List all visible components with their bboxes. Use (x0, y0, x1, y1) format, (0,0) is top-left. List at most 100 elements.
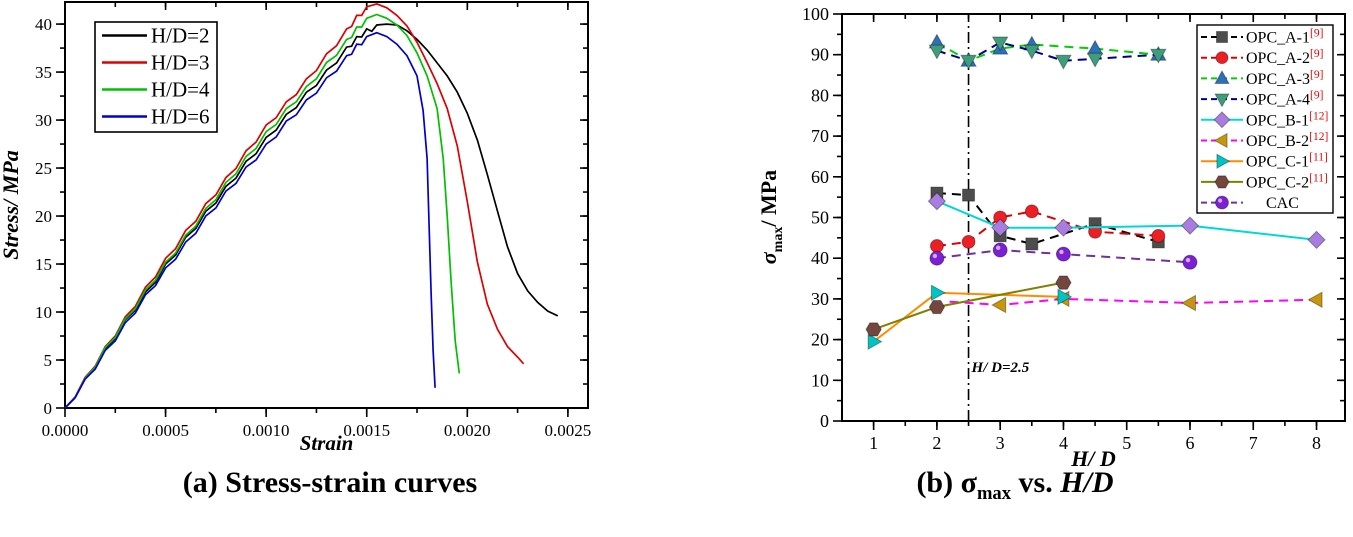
curve-h-d-6 (64, 31, 436, 409)
caption-b-subscript: max (976, 483, 1012, 504)
legend-ref-opc-c-1: [11] (1309, 152, 1328, 164)
diamond-marker (1213, 111, 1231, 129)
sphere-highlight (1059, 249, 1064, 255)
legend-ref-opc-a-2: [9] (1310, 48, 1323, 60)
diamond-marker (1307, 230, 1326, 250)
y-tick-label: 40 (811, 248, 829, 268)
triangle-down-marker (1214, 93, 1230, 108)
y-axis-label: Stress/ MPa (0, 150, 23, 259)
sphere-highlight (932, 253, 938, 259)
curves (64, 3, 559, 409)
y-tick-label: 30 (811, 289, 829, 309)
curve-h-d-2 (64, 23, 559, 409)
x-tick-label: 0.0020 (444, 421, 491, 440)
x-tick-label: 5 (1122, 433, 1131, 453)
triangle-up-marker (1086, 39, 1104, 55)
series-opc-b-1 (927, 192, 1326, 250)
triangle-right-marker (930, 284, 946, 302)
circle-marker (1088, 224, 1103, 239)
y-tick-label: 5 (44, 351, 53, 370)
legend-label-opc-a-1: OPC_A-1[9] (1246, 28, 1323, 47)
y-tick-label: 10 (35, 303, 52, 322)
diamond-marker (1180, 216, 1200, 235)
caption-b-hd: H/D (1060, 466, 1114, 499)
sphere-marker (1055, 246, 1071, 262)
sphere-marker (1215, 195, 1229, 210)
legend-label-h-d-2: H/D=2 (151, 24, 210, 48)
legend-label-opc-b-1: OPC_B-1[12] (1246, 110, 1328, 129)
sphere-highlight (1218, 198, 1223, 203)
sphere-marker (1182, 254, 1198, 270)
caption-a-text: (a) Stress-strain curves (182, 466, 478, 499)
series-line-opc-b-2 (949, 297, 1317, 307)
square-marker (1215, 30, 1229, 44)
legend: OPC_A-1[9]OPC_A-2[9] OPC_A-3[9] OPC_A-4[9]… (1196, 24, 1334, 214)
triangle-down-marker (928, 44, 946, 60)
series-opc-c-2 (865, 275, 1072, 337)
y-tick-label: 10 (811, 370, 829, 390)
triangle-left-marker (1307, 291, 1323, 309)
y-tick-label: 35 (35, 63, 52, 82)
y-tick-label: 60 (811, 167, 829, 187)
x-tick-label: 7 (1249, 433, 1258, 453)
y-tick-label: 40 (35, 15, 52, 34)
triangle-up-marker (1214, 70, 1230, 84)
x-tick-label: 8 (1312, 433, 1321, 453)
y-tick-label: 50 (811, 208, 829, 228)
series-group (865, 33, 1326, 350)
diamond-marker (990, 218, 1010, 237)
y-tick-label: 100 (802, 4, 829, 24)
x-tick-label: 0.0010 (243, 421, 290, 440)
curve-h-d-3 (64, 3, 525, 409)
y-tick-label: 70 (811, 126, 829, 146)
x-tick-label: 0.0000 (42, 421, 89, 440)
triangle-down-marker (960, 54, 977, 70)
x-tick-label: 1 (869, 433, 878, 453)
y-tick-label: 0 (44, 399, 53, 418)
vline-annotation: H/ D=2.5 (971, 360, 1030, 376)
legend-label-opc-c-2: OPC_C-2[11] (1246, 172, 1328, 191)
x-tick-label: 4 (1059, 433, 1068, 453)
y-axis-ticks (56, 23, 588, 409)
legend-ref-opc-c-2: [11] (1309, 172, 1328, 184)
caption-b-sigma: σ (960, 466, 977, 499)
y-tick-label: 20 (811, 330, 829, 350)
y-tick-label: 25 (35, 159, 52, 178)
x-tick-label: 6 (1185, 433, 1194, 453)
tick-labels: 0.0000 0.0005 0.0010 0.0015 0.0020 0.0025 0 5 10… (35, 15, 591, 440)
legend-ref-opc-a-3: [9] (1310, 69, 1323, 81)
triangle-down-marker (1023, 44, 1041, 60)
sphere-highlight (1185, 257, 1191, 263)
y-tick-label: 0 (820, 411, 829, 431)
legend-label-h-d-3: H/D=3 (151, 51, 210, 75)
diamond-marker (927, 192, 947, 211)
triangle-down-marker (1150, 48, 1167, 64)
y-tick-label: 30 (35, 111, 52, 130)
y-tick-label: 80 (811, 85, 829, 105)
diamond-marker (1054, 218, 1073, 237)
legend-ref-opc-a-4: [9] (1310, 90, 1323, 102)
circle-marker (961, 234, 976, 249)
hexagon-marker (928, 299, 946, 315)
series-line-opc-a-2 (936, 210, 1159, 247)
sphere-marker (929, 250, 945, 266)
series-cac (929, 242, 1198, 270)
triangle-down-marker (1086, 52, 1104, 68)
stress-strain-chart: 0.0000 0.0005 0.0010 0.0015 0.0020 0.0025 0 5 10… (0, 1, 591, 455)
x-tick-label: 0.0005 (142, 421, 189, 440)
x-tick-label: 2 (932, 433, 941, 453)
plot-frame (64, 1, 589, 409)
square-marker (1025, 237, 1039, 251)
caption-b: (b) σmax vs. H/D (755, 466, 1275, 505)
x-axis-label: H/ D (1070, 446, 1116, 471)
square-marker (962, 188, 976, 202)
triangle-right-marker (1216, 153, 1231, 169)
legend-label-opc-a-3: OPC_A-3[9] (1246, 69, 1323, 88)
triangle-right-marker (867, 333, 883, 350)
x-tick-label: 3 (996, 433, 1005, 453)
legend-label-cac: CAC (1266, 195, 1299, 212)
legend-label-opc-a-2: OPC_A-2[9] (1246, 48, 1323, 67)
